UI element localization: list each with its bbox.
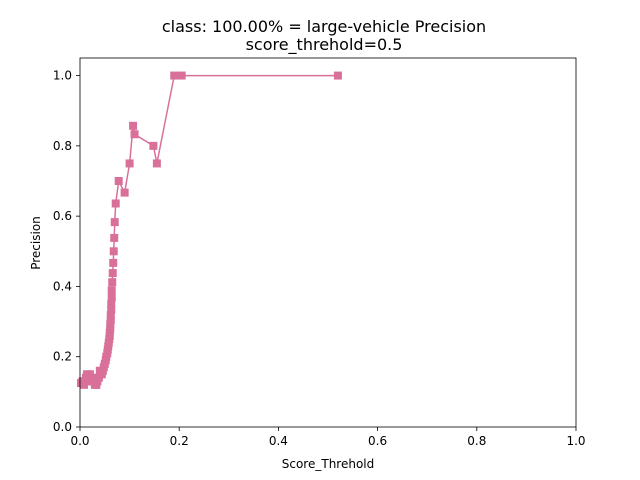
y-axis-label: Precision	[29, 216, 43, 270]
data-point	[109, 247, 118, 256]
data-point	[108, 269, 117, 278]
data-point	[107, 300, 116, 308]
data-point	[95, 366, 104, 375]
x-tick-label: 1.0	[566, 434, 585, 448]
data-point	[120, 188, 129, 197]
data-point	[111, 199, 120, 208]
data-point	[170, 71, 179, 80]
x-tick-label: 0.4	[269, 434, 288, 448]
y-tick-label: 0.0	[53, 420, 72, 434]
data-point	[109, 258, 118, 267]
x-tick-label: 0.2	[170, 434, 189, 448]
y-tick-label: 0.6	[53, 209, 72, 223]
data-point	[333, 71, 342, 80]
data-point	[177, 71, 186, 80]
plot-area	[76, 57, 577, 428]
y-axis: 0.0 0.2 0.4 0.6 0.8 1.0	[53, 69, 80, 434]
data-point	[107, 293, 116, 302]
data-point	[106, 320, 115, 329]
series-line	[80, 74, 338, 388]
data-point	[152, 159, 161, 168]
chart-title: class: 100.00% = large-vehicle Precision	[162, 17, 486, 36]
data-point	[106, 311, 115, 320]
x-axis-label: Score_Threhold	[282, 457, 375, 471]
data-point	[110, 233, 119, 242]
y-tick-label: 0.2	[53, 350, 72, 364]
data-point	[130, 130, 139, 139]
data-point	[76, 379, 85, 388]
data-point	[129, 121, 138, 130]
y-tick-label: 1.0	[53, 69, 72, 83]
data-point	[107, 286, 116, 295]
chart-subtitle: score_threhold=0.5	[246, 35, 403, 55]
data-point	[125, 159, 134, 168]
data-point	[106, 316, 115, 325]
y-tick-label: 0.4	[53, 279, 72, 293]
data-point	[107, 305, 116, 314]
data-point	[114, 177, 123, 185]
y-tick-label: 0.8	[53, 139, 72, 153]
x-axis: 0.0 0.2 0.4 0.6 0.8 1.0	[70, 427, 586, 448]
x-tick-label: 0.0	[70, 434, 89, 448]
x-tick-label: 0.8	[467, 434, 486, 448]
data-point	[110, 218, 119, 227]
data-point	[149, 141, 158, 150]
x-tick-label: 0.6	[368, 434, 387, 448]
axes-frame	[79, 57, 577, 428]
data-point	[108, 278, 117, 287]
